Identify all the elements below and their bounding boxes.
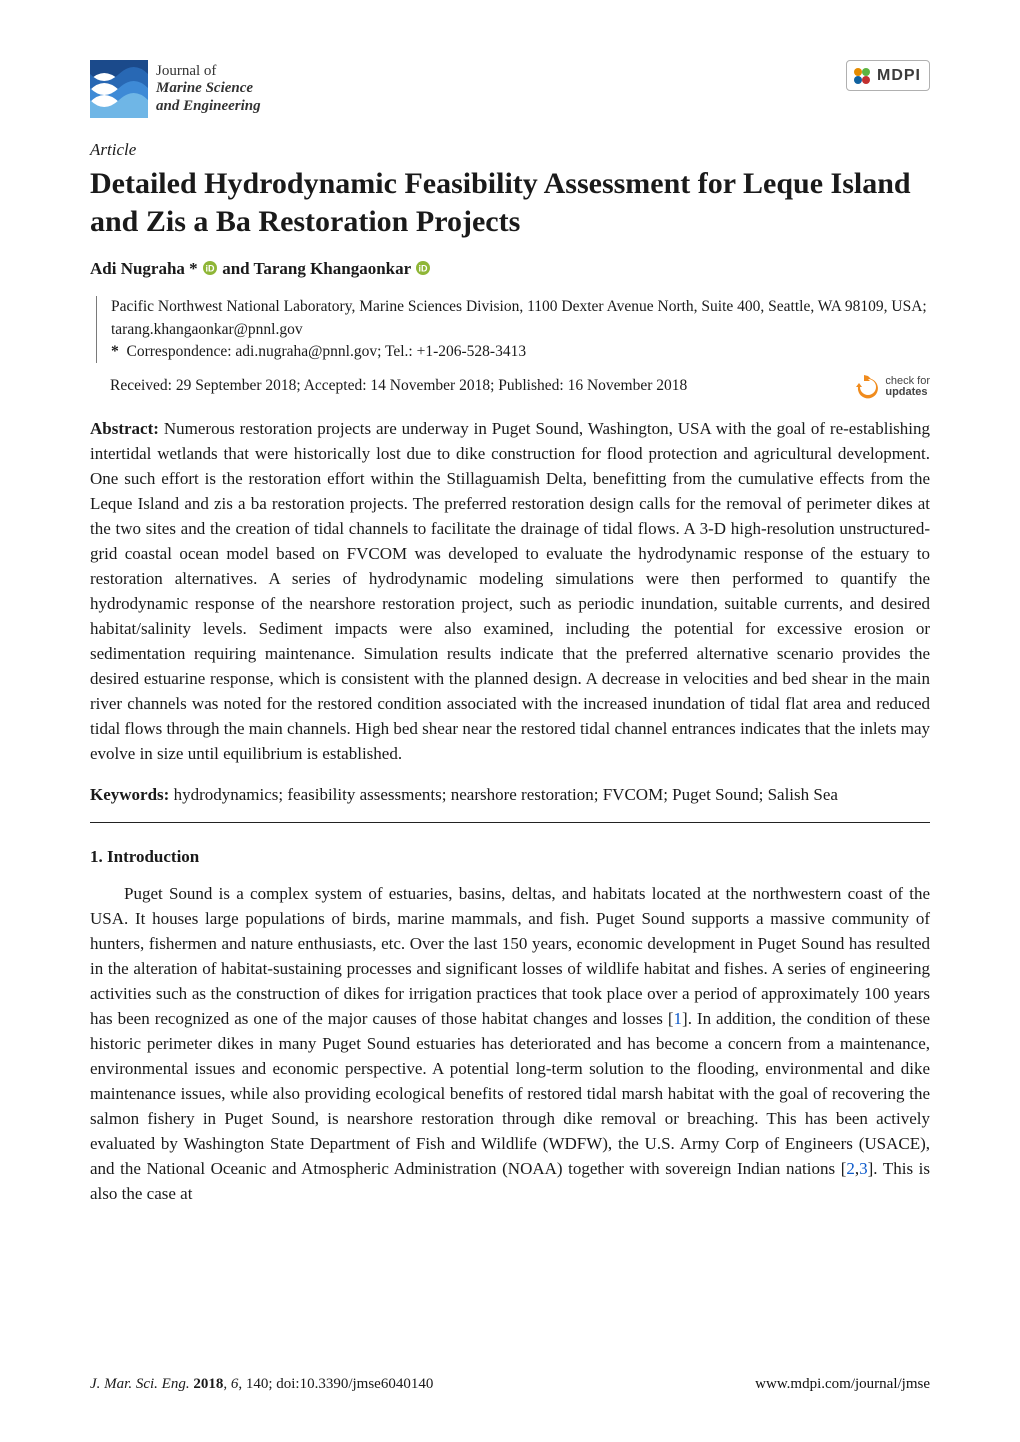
article-type: Article <box>90 138 930 163</box>
keywords-block: Keywords: hydrodynamics; feasibility ass… <box>90 783 930 808</box>
keywords-label: Keywords: <box>90 785 169 804</box>
footer-url: www.mdpi.com/journal/jmse <box>755 1376 930 1392</box>
svg-text:iD: iD <box>419 264 429 274</box>
footer-year: 2018 <box>193 1376 223 1392</box>
keywords-text: hydrodynamics; feasibility assessments; … <box>174 785 838 804</box>
svg-text:iD: iD <box>205 264 215 274</box>
affiliation-text: Pacific Northwest National Laboratory, M… <box>111 296 930 341</box>
ref-link-1[interactable]: 1 <box>674 1009 683 1028</box>
page-root: Journal of Marine Science and Engineerin… <box>0 0 1020 1442</box>
page-footer: J. Mar. Sci. Eng. 2018, 6, 140; doi:10.3… <box>90 1374 930 1396</box>
ref-link-3[interactable]: 3 <box>859 1159 868 1178</box>
mdpi-icon <box>852 66 872 86</box>
separator-rule <box>90 822 930 823</box>
affiliation-block: Pacific Northwest National Laboratory, M… <box>96 296 930 363</box>
journal-name: Journal of Marine Science and Engineerin… <box>156 63 261 115</box>
abstract-label: Abstract: <box>90 419 159 438</box>
orcid-icon[interactable]: iD <box>203 258 217 272</box>
orcid-icon[interactable]: iD <box>416 258 430 272</box>
author-and: and <box>222 259 253 278</box>
corr-text: Correspondence: adi.nugraha@pnnl.gov; Te… <box>127 343 527 360</box>
check-for-updates-badge[interactable]: check for updates <box>856 375 930 399</box>
correspondence-line: * Correspondence: adi.nugraha@pnnl.gov; … <box>111 341 930 363</box>
ref-link-2[interactable]: 2 <box>846 1159 855 1178</box>
mdpi-badge[interactable]: MDPI <box>846 60 930 91</box>
author-2: Tarang Khangaonkar <box>254 259 411 278</box>
check-updates-icon <box>856 375 880 399</box>
journal-name-line1: Journal of <box>156 63 261 80</box>
journal-name-line2: Marine Science <box>156 80 261 97</box>
corr-star: * <box>111 343 119 360</box>
journal-wave-icon <box>90 60 148 118</box>
section-1-heading: 1. Introduction <box>90 845 930 870</box>
check-updates-text: check for updates <box>885 376 930 399</box>
dates-row: Received: 29 September 2018; Accepted: 1… <box>90 375 930 399</box>
mdpi-label: MDPI <box>877 64 921 87</box>
header-row: Journal of Marine Science and Engineerin… <box>90 60 930 118</box>
abstract-block: Abstract: Numerous restoration projects … <box>90 417 930 767</box>
abstract-text: Numerous restoration projects are underw… <box>90 419 930 763</box>
footer-right[interactable]: www.mdpi.com/journal/jmse <box>755 1374 930 1396</box>
journal-name-line3: and Engineering <box>156 98 261 115</box>
author-1: Adi Nugraha * <box>90 259 198 278</box>
footer-journal-abbrev: J. Mar. Sci. Eng. <box>90 1376 190 1392</box>
intro-paragraph: Puget Sound is a complex system of estua… <box>90 882 930 1207</box>
footer-citation-rest: , 140; doi:10.3390/jmse6040140 <box>238 1376 433 1392</box>
journal-logo-block: Journal of Marine Science and Engineerin… <box>90 60 261 118</box>
footer-left: J. Mar. Sci. Eng. 2018, 6, 140; doi:10.3… <box>90 1374 433 1396</box>
authors-line: Adi Nugraha * iD and Tarang Khangaonkar … <box>90 257 930 282</box>
dates-text: Received: 29 September 2018; Accepted: 1… <box>110 375 687 397</box>
article-title: Detailed Hydrodynamic Feasibility Assess… <box>90 165 930 242</box>
check-updates-line2: updates <box>885 387 930 399</box>
